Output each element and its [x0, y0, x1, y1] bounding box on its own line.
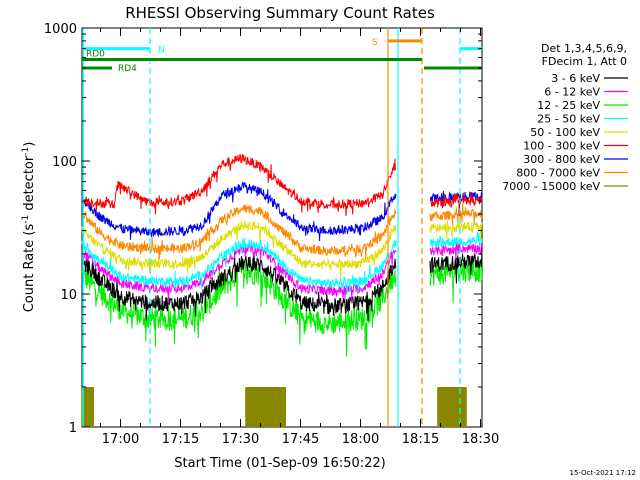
series-line-4 [81, 220, 483, 280]
series-line-5 [81, 153, 483, 217]
data-layer [81, 153, 483, 427]
flag-layer: N S RD0 RD4 [82, 28, 482, 427]
y-tick-label-1: 10 [60, 288, 77, 303]
legend-item-label-0: 3 - 6 keV [551, 72, 600, 85]
y-tick-label-2: 100 [52, 155, 77, 170]
legend-header-line-2: FDecim 1, Att 0 [542, 55, 627, 68]
chart-title: RHESSI Observing Summary Count Rates [125, 4, 435, 22]
legend-item-label-2: 12 - 25 keV [537, 99, 600, 112]
legend-header-line-1: Det 1,3,4,5,6,9, [541, 42, 627, 55]
legend-item-label-1: 6 - 12 keV [544, 86, 600, 99]
flag-label-rd4: RD4 [118, 64, 137, 74]
decimation-burst-2 [437, 387, 467, 427]
legend-item-label-5: 100 - 300 keV [523, 140, 600, 153]
x-tick-label-4: 18:00 [342, 432, 379, 447]
legend-item-label-7: 800 - 7000 keV [516, 167, 600, 180]
flag-label-n: N [158, 46, 165, 56]
x-tick-label-3: 17:45 [282, 432, 319, 447]
flag-label-rd0: RD0 [86, 49, 105, 59]
y-tick-label-3: 1000 [44, 22, 77, 37]
legend-item-label-3: 25 - 50 keV [537, 113, 600, 126]
x-tick-label-0: 17:00 [102, 432, 139, 447]
y-tick-label-0: 1 [69, 421, 77, 436]
x-tick-label-2: 17:30 [222, 432, 259, 447]
legend: Det 1,3,4,5,6,9, FDecim 1, Att 0 3 - 6 k… [502, 42, 628, 193]
y-axis-label: Count Rate (s-1 detector-1) [21, 142, 37, 313]
flag-label-s: S [372, 38, 378, 48]
x-tick-label-5: 18:15 [402, 432, 439, 447]
legend-item-label-6: 300 - 800 keV [523, 153, 600, 166]
x-axis-label: Start Time (01-Sep-09 16:50:22) [174, 456, 385, 471]
legend-item-label-4: 50 - 100 keV [530, 126, 600, 139]
series-line-7 [81, 202, 483, 259]
legend-item-label-8: 7000 - 15000 keV [502, 180, 600, 193]
series-line-3 [81, 231, 483, 295]
axis-layer: 17:00 17:15 17:30 17:45 18:00 18:15 18:30 1 10 10… [44, 22, 499, 447]
timestamp: 15-Oct-2021 17:12 [570, 469, 636, 477]
x-tick-label-1: 17:15 [162, 432, 199, 447]
decimation-burst-1 [245, 387, 286, 427]
x-tick-label-6: 18:30 [462, 432, 499, 447]
